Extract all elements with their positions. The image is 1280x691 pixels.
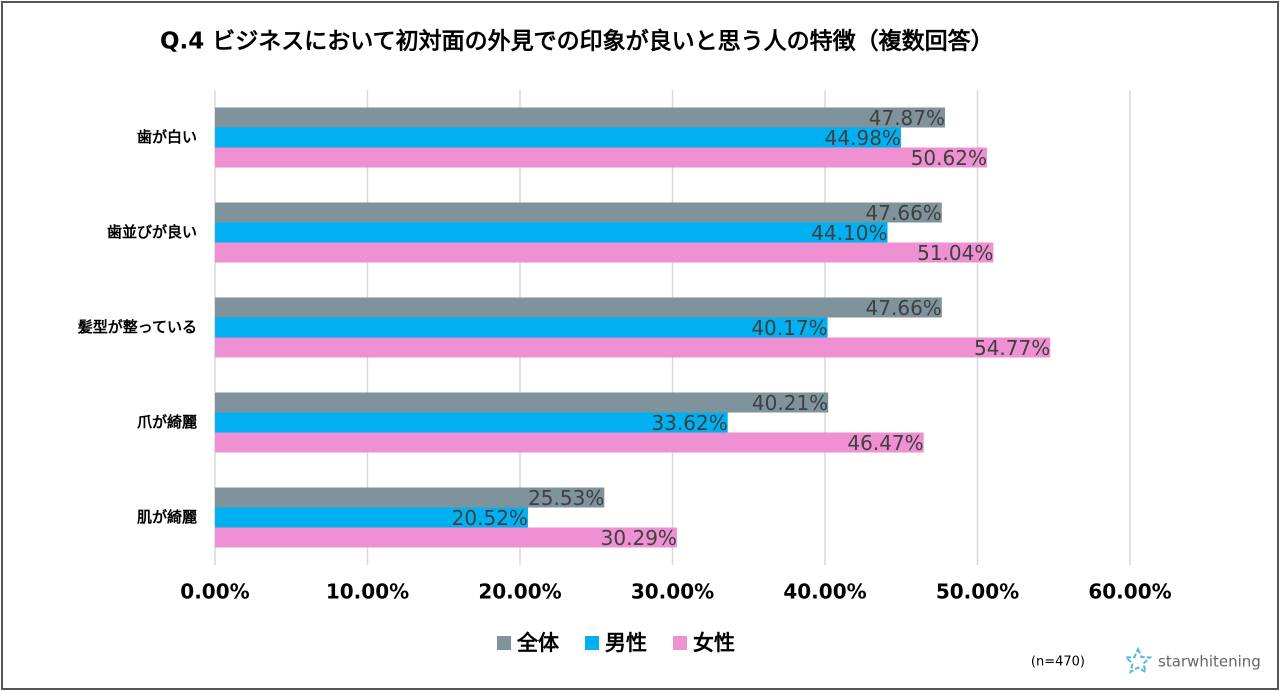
value-label: 44.10% xyxy=(811,221,887,245)
y-tick-label: 歯並びが良い xyxy=(107,223,197,241)
x-tick-label: 50.00% xyxy=(936,580,1019,604)
y-tick-label: 歯が白い xyxy=(137,128,197,146)
x-tick-label: 60.00% xyxy=(1088,580,1171,604)
value-label: 30.29% xyxy=(601,526,677,550)
brand: starwhitening xyxy=(1158,653,1261,671)
value-label: 44.98% xyxy=(825,126,901,150)
x-tick-label: 0.00% xyxy=(180,580,249,604)
y-tick-label: 髪型が整っている xyxy=(77,318,197,336)
note: (n=470) xyxy=(1031,655,1085,670)
bar xyxy=(215,127,901,148)
legend-swatch xyxy=(673,636,687,650)
legend-label: 女性 xyxy=(693,631,735,655)
bar xyxy=(215,242,994,263)
value-label: 20.52% xyxy=(452,506,528,530)
value-label: 51.04% xyxy=(917,241,993,265)
y-tick-label: 爪が綺麗 xyxy=(137,413,197,431)
legend-label: 男性 xyxy=(605,631,647,655)
value-label: 40.21% xyxy=(752,391,828,415)
value-label: 33.62% xyxy=(651,411,727,435)
value-label: 47.87% xyxy=(869,106,945,130)
legend-swatch xyxy=(497,636,511,650)
value-label: 54.77% xyxy=(974,336,1050,360)
chart-title: Q.4 ビジネスにおいて初対面の外見での印象が良いと思う人の特徴（複数回答） xyxy=(160,28,994,55)
bar xyxy=(215,222,888,243)
bar xyxy=(215,107,946,128)
bar xyxy=(215,412,728,433)
bar xyxy=(215,297,942,318)
x-tick-label: 10.00% xyxy=(326,580,409,604)
value-label: 46.47% xyxy=(847,431,923,455)
bar xyxy=(215,527,677,548)
value-label: 40.17% xyxy=(751,316,827,340)
value-label: 50.62% xyxy=(911,146,987,170)
bar xyxy=(215,337,1051,358)
x-tick-label: 30.00% xyxy=(631,580,714,604)
bar xyxy=(215,487,605,508)
value-label: 47.66% xyxy=(866,296,942,320)
bar xyxy=(215,147,987,168)
legend-swatch xyxy=(585,636,599,650)
logo-icon xyxy=(1123,646,1153,675)
legend-label: 全体 xyxy=(516,631,560,655)
x-tick-label: 20.00% xyxy=(478,580,561,604)
bar xyxy=(215,202,942,223)
x-tick-label: 40.00% xyxy=(783,580,866,604)
bar xyxy=(215,317,828,338)
value-label: 47.66% xyxy=(866,201,942,225)
bar xyxy=(215,392,829,413)
value-label: 25.53% xyxy=(528,486,604,510)
y-tick-label: 肌が綺麗 xyxy=(137,508,197,526)
bar xyxy=(215,432,924,453)
bar xyxy=(215,507,528,528)
